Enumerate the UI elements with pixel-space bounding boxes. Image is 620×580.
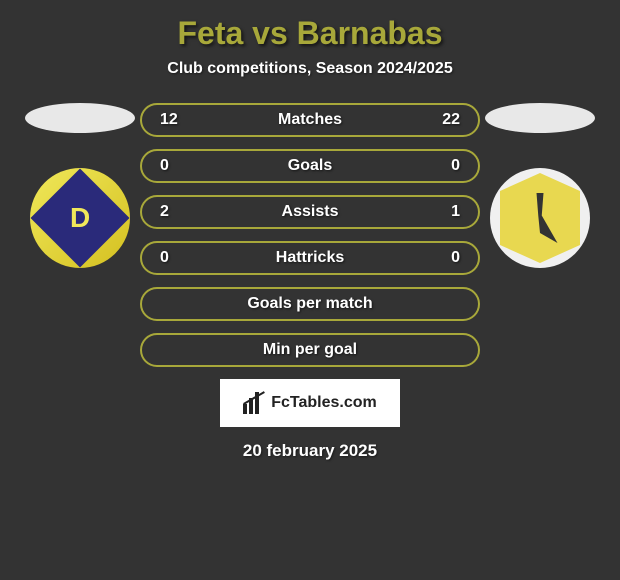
brand-chart-icon xyxy=(243,392,265,414)
stat-label: Assists xyxy=(282,203,339,221)
stat-left-value: 12 xyxy=(160,111,190,129)
page-subtitle: Club competitions, Season 2024/2025 xyxy=(167,60,452,78)
comparison-card: Feta vs Barnabas Club competitions, Seas… xyxy=(0,0,620,476)
player-head-left xyxy=(25,103,135,133)
club-badge-left-letter: D xyxy=(70,202,90,234)
stat-row-assists: 2 Assists 1 xyxy=(140,195,480,229)
stats-area: D 12 Matches 22 0 Goals 0 2 Assists 1 0 xyxy=(5,103,615,367)
stat-right-value: 0 xyxy=(430,249,460,267)
stat-right-value: 0 xyxy=(430,157,460,175)
club-badge-right-icon xyxy=(523,193,558,243)
stat-label: Goals xyxy=(288,157,332,175)
brand-text: FcTables.com xyxy=(271,394,377,412)
club-badge-right xyxy=(490,168,590,268)
stat-right-value: 22 xyxy=(430,111,460,129)
brand-attribution[interactable]: FcTables.com xyxy=(220,379,400,427)
club-badge-left: D xyxy=(30,168,130,268)
stat-row-goals-per-match: Goals per match xyxy=(140,287,480,321)
stat-label: Hattricks xyxy=(276,249,344,267)
page-title: Feta vs Barnabas xyxy=(177,15,442,52)
stat-left-value: 2 xyxy=(160,203,190,221)
stat-left-value: 0 xyxy=(160,249,190,267)
right-player-column xyxy=(480,103,600,268)
club-badge-left-inner: D xyxy=(31,169,130,268)
stat-row-goals: 0 Goals 0 xyxy=(140,149,480,183)
stat-label: Min per goal xyxy=(263,341,357,359)
stat-row-min-per-goal: Min per goal xyxy=(140,333,480,367)
left-player-column: D xyxy=(20,103,140,268)
stat-left-value: 0 xyxy=(160,157,190,175)
stat-label: Matches xyxy=(278,111,342,129)
club-badge-right-shield xyxy=(500,173,580,263)
footer-date: 20 february 2025 xyxy=(243,441,377,461)
stat-row-matches: 12 Matches 22 xyxy=(140,103,480,137)
stat-row-hattricks: 0 Hattricks 0 xyxy=(140,241,480,275)
stat-label: Goals per match xyxy=(247,295,372,313)
stats-column: 12 Matches 22 0 Goals 0 2 Assists 1 0 Ha… xyxy=(140,103,480,367)
player-head-right xyxy=(485,103,595,133)
stat-right-value: 1 xyxy=(430,203,460,221)
